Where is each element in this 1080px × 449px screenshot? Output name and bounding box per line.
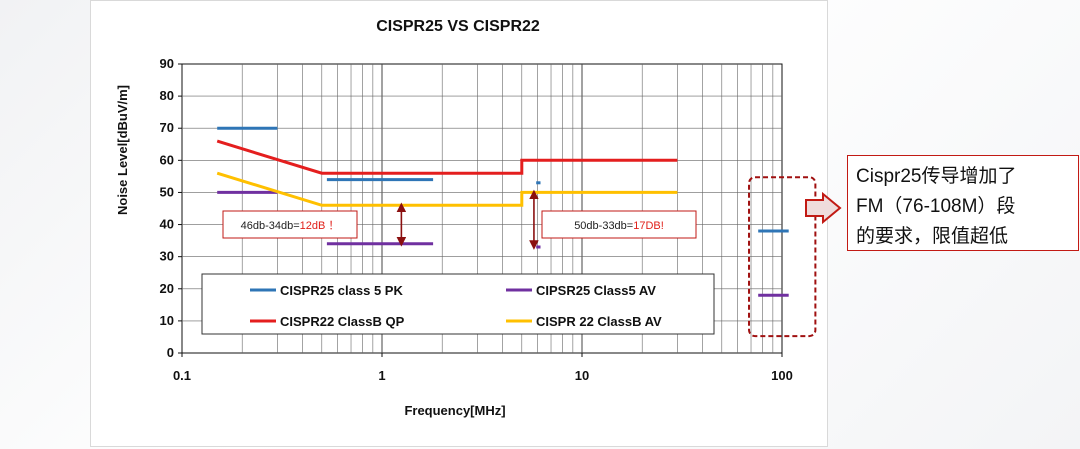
y-tick-label: 40 (160, 217, 174, 232)
y-tick-label: 30 (160, 249, 174, 264)
y-axis-label: Noise Level[dBuV/m] (115, 85, 130, 215)
y-tick-label: 60 (160, 152, 174, 167)
annotation-box (222, 210, 358, 239)
annotations: 46db-34db=12dB ！ 50db-33db=17DB! (222, 176, 817, 338)
series-layer (216, 126, 789, 297)
callout-line: FM（76-108M）段 (856, 196, 1016, 217)
callout-arrow-icon (805, 191, 842, 225)
annotation-label: 46db-34db=12dB ！ (241, 220, 340, 232)
highlight-region (748, 176, 817, 338)
x-tick-label: 100 (771, 368, 793, 383)
legend-label: CISPR22 ClassB QP (280, 314, 405, 329)
x-tick-label: 0.1 (173, 368, 191, 383)
legend-label: CIPSR25 Class5 AV (536, 283, 656, 298)
callout-line: 的要求，限值超低 (856, 226, 1009, 247)
y-tick-label: 50 (160, 184, 174, 199)
x-tick-label: 1 (378, 368, 385, 383)
y-tick-label: 0 (167, 345, 174, 360)
annotation-label: 50db-33db=17DB! (574, 220, 664, 232)
callout-box: Cispr25传导增加了 FM（76-108M）段 的要求，限值超低 (847, 155, 1079, 251)
legend-label: CISPR25 class 5 PK (280, 283, 403, 298)
y-tick-label: 90 (160, 56, 174, 71)
y-tick-label: 70 (160, 120, 174, 135)
legend-label: CISPR 22 ClassB AV (536, 314, 662, 329)
chart-title: CISPR25 VS CISPR22 (376, 18, 540, 35)
x-tick-label: 10 (575, 368, 589, 383)
y-tick-label: 10 (160, 313, 174, 328)
series-line-4 (216, 171, 678, 207)
series-line-3 (216, 139, 678, 175)
legend-box (201, 273, 715, 335)
y-tick-label: 20 (160, 281, 174, 296)
y-tick-label: 80 (160, 88, 174, 103)
legend: CISPR25 class 5 PK CIPSR25 Class5 AV CISPR… (201, 273, 715, 335)
x-axis-label: Frequency[MHz] (404, 403, 505, 418)
callout-line: Cispr25传导增加了 (856, 166, 1017, 187)
annotation-box (541, 210, 697, 239)
axes: 0 10 20 30 40 50 60 70 80 90 0.1 1 10 100 (160, 56, 793, 383)
